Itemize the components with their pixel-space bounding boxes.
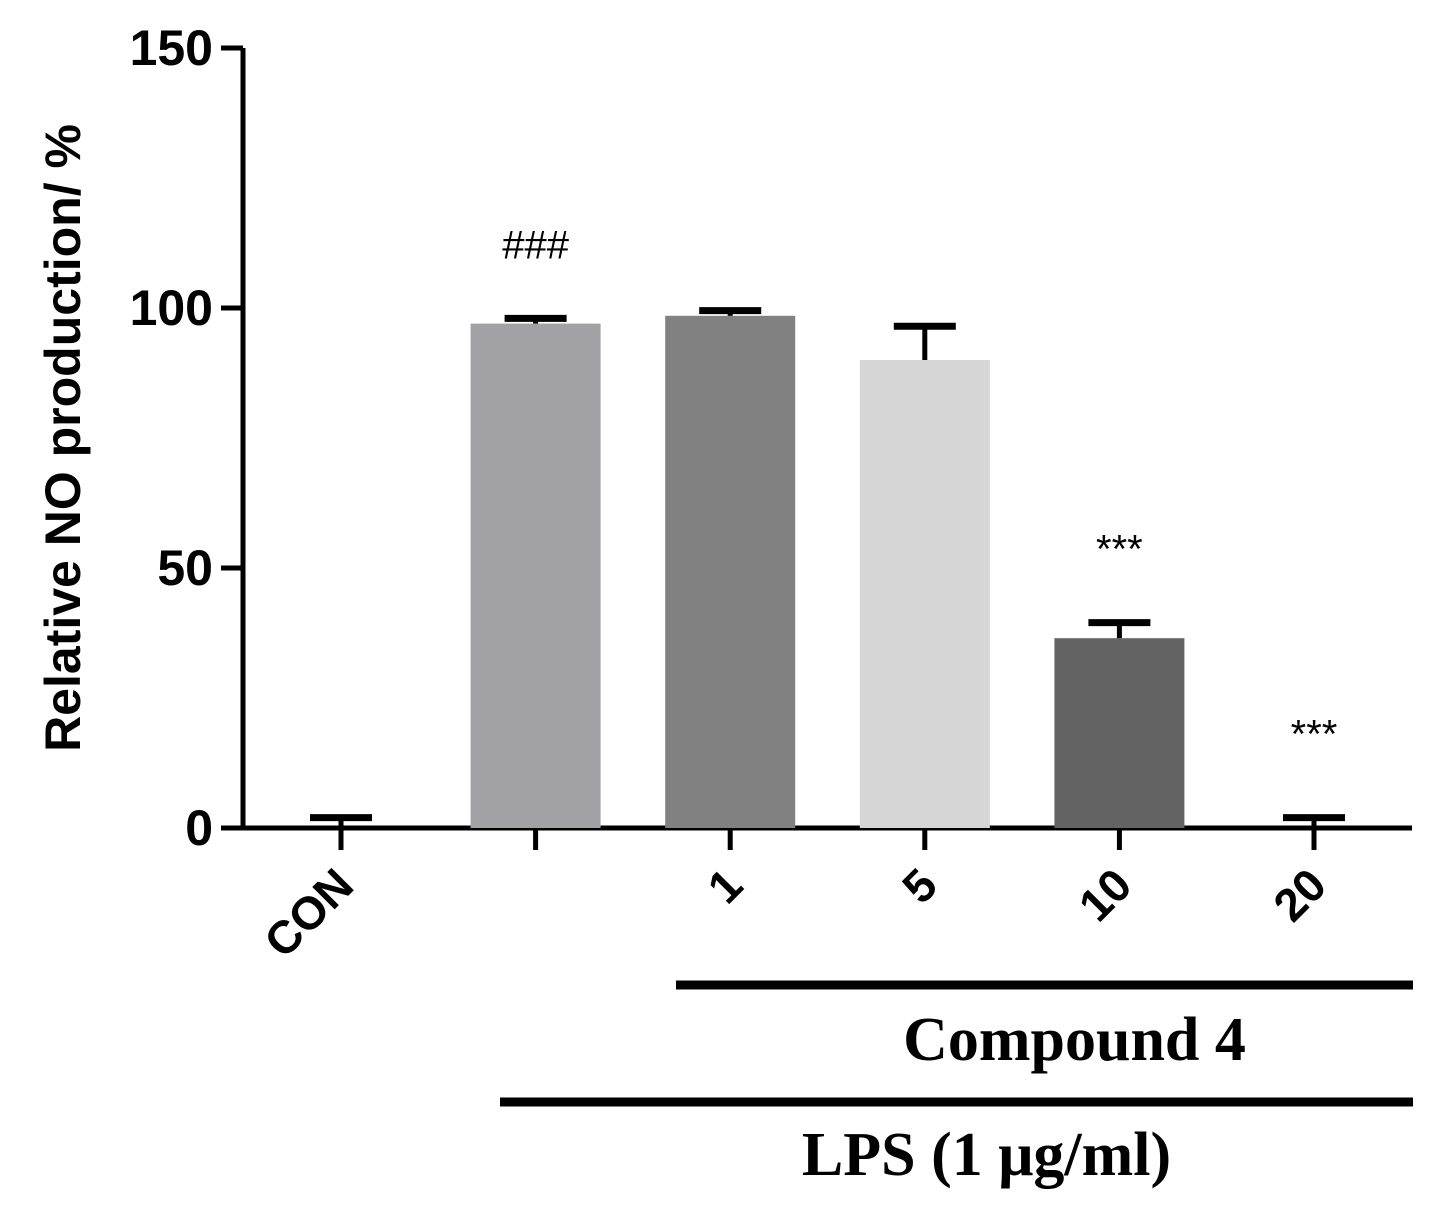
significance-label: *** [1096, 528, 1143, 572]
x-tick-label: 5 [892, 858, 947, 913]
y-tick-label: 150 [130, 20, 213, 76]
axes [221, 45, 1413, 1107]
bar [470, 323, 601, 828]
bar [665, 315, 796, 828]
bars [310, 307, 1345, 828]
labels: ### *** *** 0 50 100 150 CON 1 5 10 20 Compound 4 LPS… [130, 20, 1338, 1189]
y-tick-label: 100 [130, 280, 213, 336]
y-tick-label: 0 [185, 800, 213, 856]
x-tick-label: 1 [697, 858, 752, 913]
y-tick-label: 50 [157, 540, 213, 596]
x-tick-label: CON [254, 858, 363, 967]
significance-label: ### [502, 223, 569, 267]
y-axis-title: Relative NO production/ % [35, 124, 91, 752]
significance-label: *** [1291, 713, 1338, 757]
bar [859, 360, 990, 828]
x-tick-label: 10 [1069, 858, 1142, 931]
group-label: LPS (1 μg/ml) [802, 1121, 1171, 1189]
x-tick-label: 20 [1263, 858, 1336, 931]
group-label: Compound 4 [903, 1006, 1246, 1074]
bar [1054, 638, 1185, 828]
